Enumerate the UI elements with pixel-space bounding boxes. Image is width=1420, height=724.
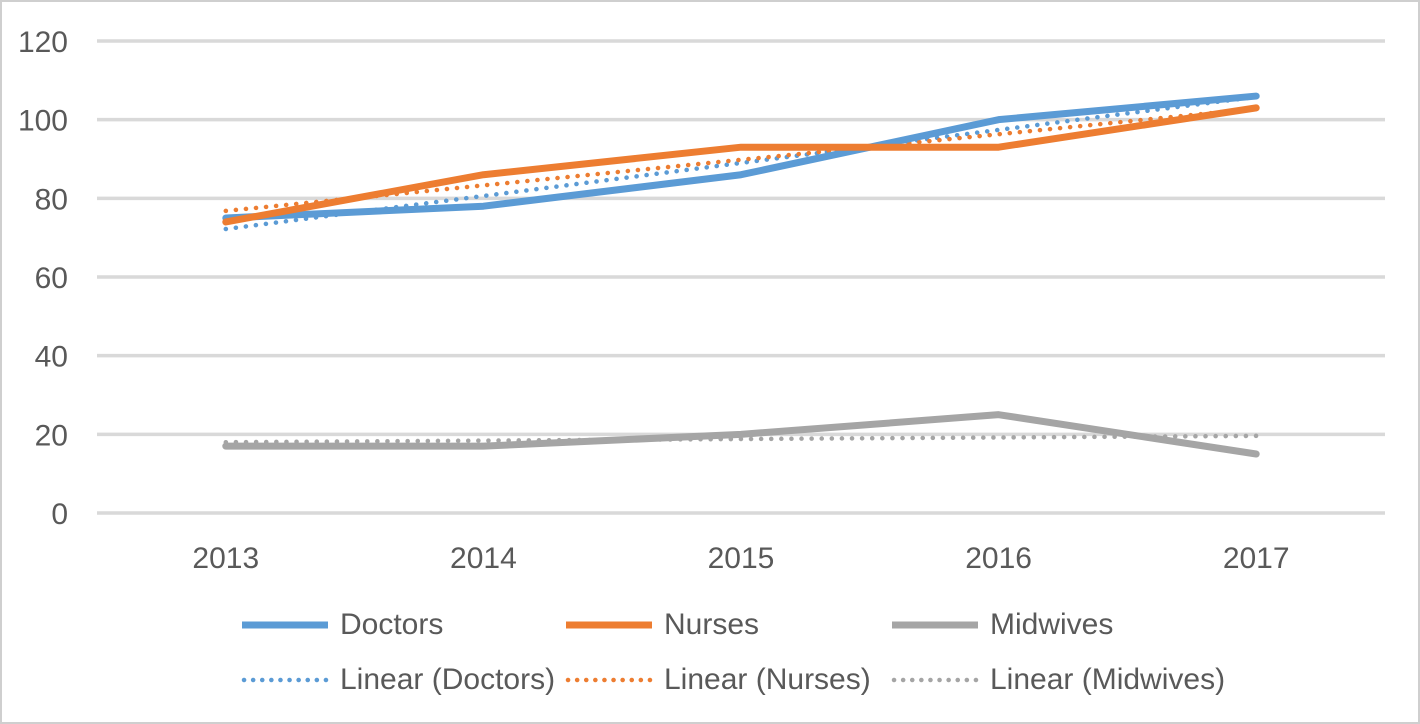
y-tick-label-80: 80 — [35, 183, 68, 216]
nurses-dotted-line-swatch — [564, 674, 654, 686]
series-line-midwives — [222, 411, 1260, 458]
legend-row-trendlines: Linear (Doctors) Linear (Nurses) Linear … — [2, 661, 1418, 699]
chart-canvas: 0 20 40 60 80 100 120 2013 2014 2015 2016 2017 — [18, 26, 1385, 575]
legend-item-linear-midwives: Linear (Midwives) — [890, 661, 1225, 699]
x-tick-label-2016: 2016 — [965, 542, 1032, 575]
midwives-dotted-line-swatch — [890, 674, 980, 686]
y-tick-label-60: 60 — [35, 262, 68, 295]
legend-label-doctors: Doctors — [340, 608, 444, 641]
midwives-solid-line-swatch — [890, 619, 980, 631]
x-tick-label-2013: 2013 — [192, 542, 259, 575]
x-tick-label-2015: 2015 — [708, 542, 775, 575]
legend-item-nurses: Nurses — [564, 606, 759, 644]
doctors-solid-line-swatch — [240, 619, 330, 631]
y-tick-label-0: 0 — [51, 498, 68, 531]
doctors-dotted-line-swatch — [240, 674, 330, 686]
series-line-doctors — [222, 92, 1260, 222]
legend-label-linear-midwives: Linear (Midwives) — [990, 663, 1226, 696]
legend-item-linear-nurses: Linear (Nurses) — [564, 661, 871, 699]
legend-label-linear-doctors: Linear (Doctors) — [340, 663, 556, 696]
legend-item-midwives: Midwives — [890, 606, 1113, 644]
legend-row-series: Doctors Nurses Midwives — [2, 606, 1418, 644]
legend-label-nurses: Nurses — [664, 608, 760, 641]
legend-item-linear-doctors: Linear (Doctors) — [240, 661, 555, 699]
y-tick-label-40: 40 — [35, 341, 68, 374]
x-tick-label-2017: 2017 — [1223, 542, 1290, 575]
series-line-nurses — [222, 104, 1260, 226]
y-tick-label-120: 120 — [18, 26, 68, 59]
legend-label-midwives: Midwives — [990, 608, 1114, 641]
trendline-midwives — [223, 433, 1259, 445]
y-tick-label-100: 100 — [18, 105, 68, 138]
legend-label-linear-nurses: Linear (Nurses) — [664, 663, 871, 696]
y-tick-label-20: 20 — [35, 419, 68, 452]
x-tick-label-2014: 2014 — [450, 542, 517, 575]
legend-item-doctors: Doctors — [240, 606, 443, 644]
nurses-solid-line-swatch — [564, 619, 654, 631]
